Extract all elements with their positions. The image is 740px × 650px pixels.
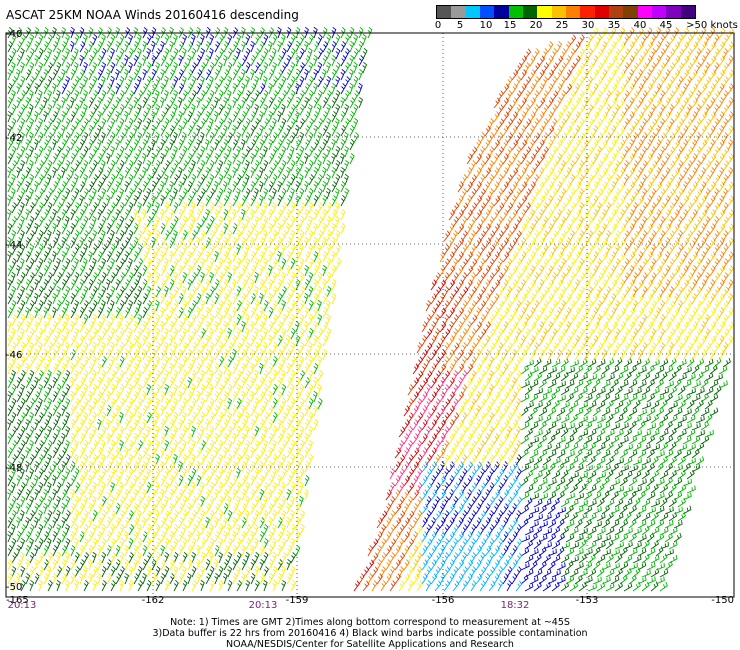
- latitude-labels: -40 -42 -44 -46 -48 -50: [6, 29, 22, 593]
- longitude-label: -156: [432, 595, 455, 606]
- longitude-label: -165: [6, 595, 29, 606]
- colorbar-tick-label: 15: [503, 20, 517, 31]
- colorbar-segment: [680, 6, 695, 18]
- colorbar-segment: [508, 6, 523, 18]
- wind-barb-group: [421, 461, 523, 592]
- wind-barb-group: [389, 370, 468, 494]
- colorbar-segment: [651, 6, 667, 18]
- colorbar-segment: [451, 6, 466, 18]
- wind-barb-group: [6, 26, 728, 592]
- latitude-label: -40: [6, 29, 22, 40]
- colorbar-tick-label: 10: [479, 20, 493, 31]
- latitude-label: -48: [6, 463, 22, 474]
- colorbar-segment: [522, 6, 538, 18]
- colorbar-tick-label: 45: [659, 20, 673, 31]
- colorbar-segment: [637, 6, 652, 18]
- note-line-2: 3)Data buffer is 22 hrs from 20160416 4)…: [152, 628, 588, 639]
- colorbar-segment: [465, 6, 480, 18]
- colorbar-segment: [494, 6, 509, 18]
- plot-frame: [5, 32, 735, 598]
- wind-barb-group: [412, 27, 735, 578]
- colorbar-tick-label: 25: [555, 20, 569, 31]
- colorbar-tick-label: 20: [529, 20, 543, 31]
- pass-time-label: 18:32: [501, 600, 530, 611]
- colorbar-segment: [666, 6, 681, 18]
- latitude-label: -46: [6, 350, 22, 361]
- note-line-1: Note: 1) Times are GMT 2)Times along bot…: [170, 617, 570, 628]
- colorbar-segment: [623, 6, 638, 18]
- longitude-label: -153: [576, 595, 599, 606]
- longitude-label: -159: [286, 595, 309, 606]
- longitude-label: -162: [142, 595, 165, 606]
- colorbar-segment: [551, 6, 566, 18]
- longitude-label: -150: [711, 595, 734, 606]
- pass-time-label: 20:13: [8, 600, 37, 611]
- colorbar-segment: [537, 6, 552, 18]
- wind-barb-group: [353, 279, 469, 592]
- latitude-label: -44: [6, 240, 22, 251]
- wind-barb-layer: [6, 26, 735, 592]
- latitude-label: -50: [6, 582, 22, 593]
- wind-speed-colorbar: [436, 5, 696, 19]
- colorbar-segment: [608, 6, 624, 18]
- colorbar-segment: [437, 6, 452, 18]
- colorbar-tick-label: 40: [633, 20, 647, 31]
- colorbar-segment: [594, 6, 609, 18]
- wind-barb-group: [515, 454, 522, 466]
- colorbar-tick-label: 5: [456, 20, 464, 31]
- colorbar-tick-label: 35: [607, 20, 621, 31]
- pass-time-labels: 20:13 20:13 18:32: [8, 600, 530, 611]
- colorbar-segment: [580, 6, 595, 18]
- colorbar-segment: [479, 6, 495, 18]
- footnotes: Note: 1) Times are GMT 2)Times along bot…: [0, 617, 740, 650]
- wind-barb-group: [358, 34, 585, 592]
- colorbar-tick-label: 30: [581, 20, 595, 31]
- pass-time-label: 20:13: [249, 600, 278, 611]
- colorbar-tick-label: 0: [434, 20, 442, 31]
- grid-lines: [6, 33, 734, 597]
- map-title: ASCAT 25KM NOAA Winds 20160416 descendin…: [6, 8, 299, 22]
- colorbar-tick-label: >50 knots: [686, 20, 738, 31]
- longitude-labels: -165 -162 -159 -156 -153 -150: [6, 595, 734, 606]
- colorbar-segment: [565, 6, 581, 18]
- latitude-label: -42: [6, 133, 22, 144]
- note-line-3: NOAA/NESDIS/Center for Satellite Applica…: [226, 639, 514, 650]
